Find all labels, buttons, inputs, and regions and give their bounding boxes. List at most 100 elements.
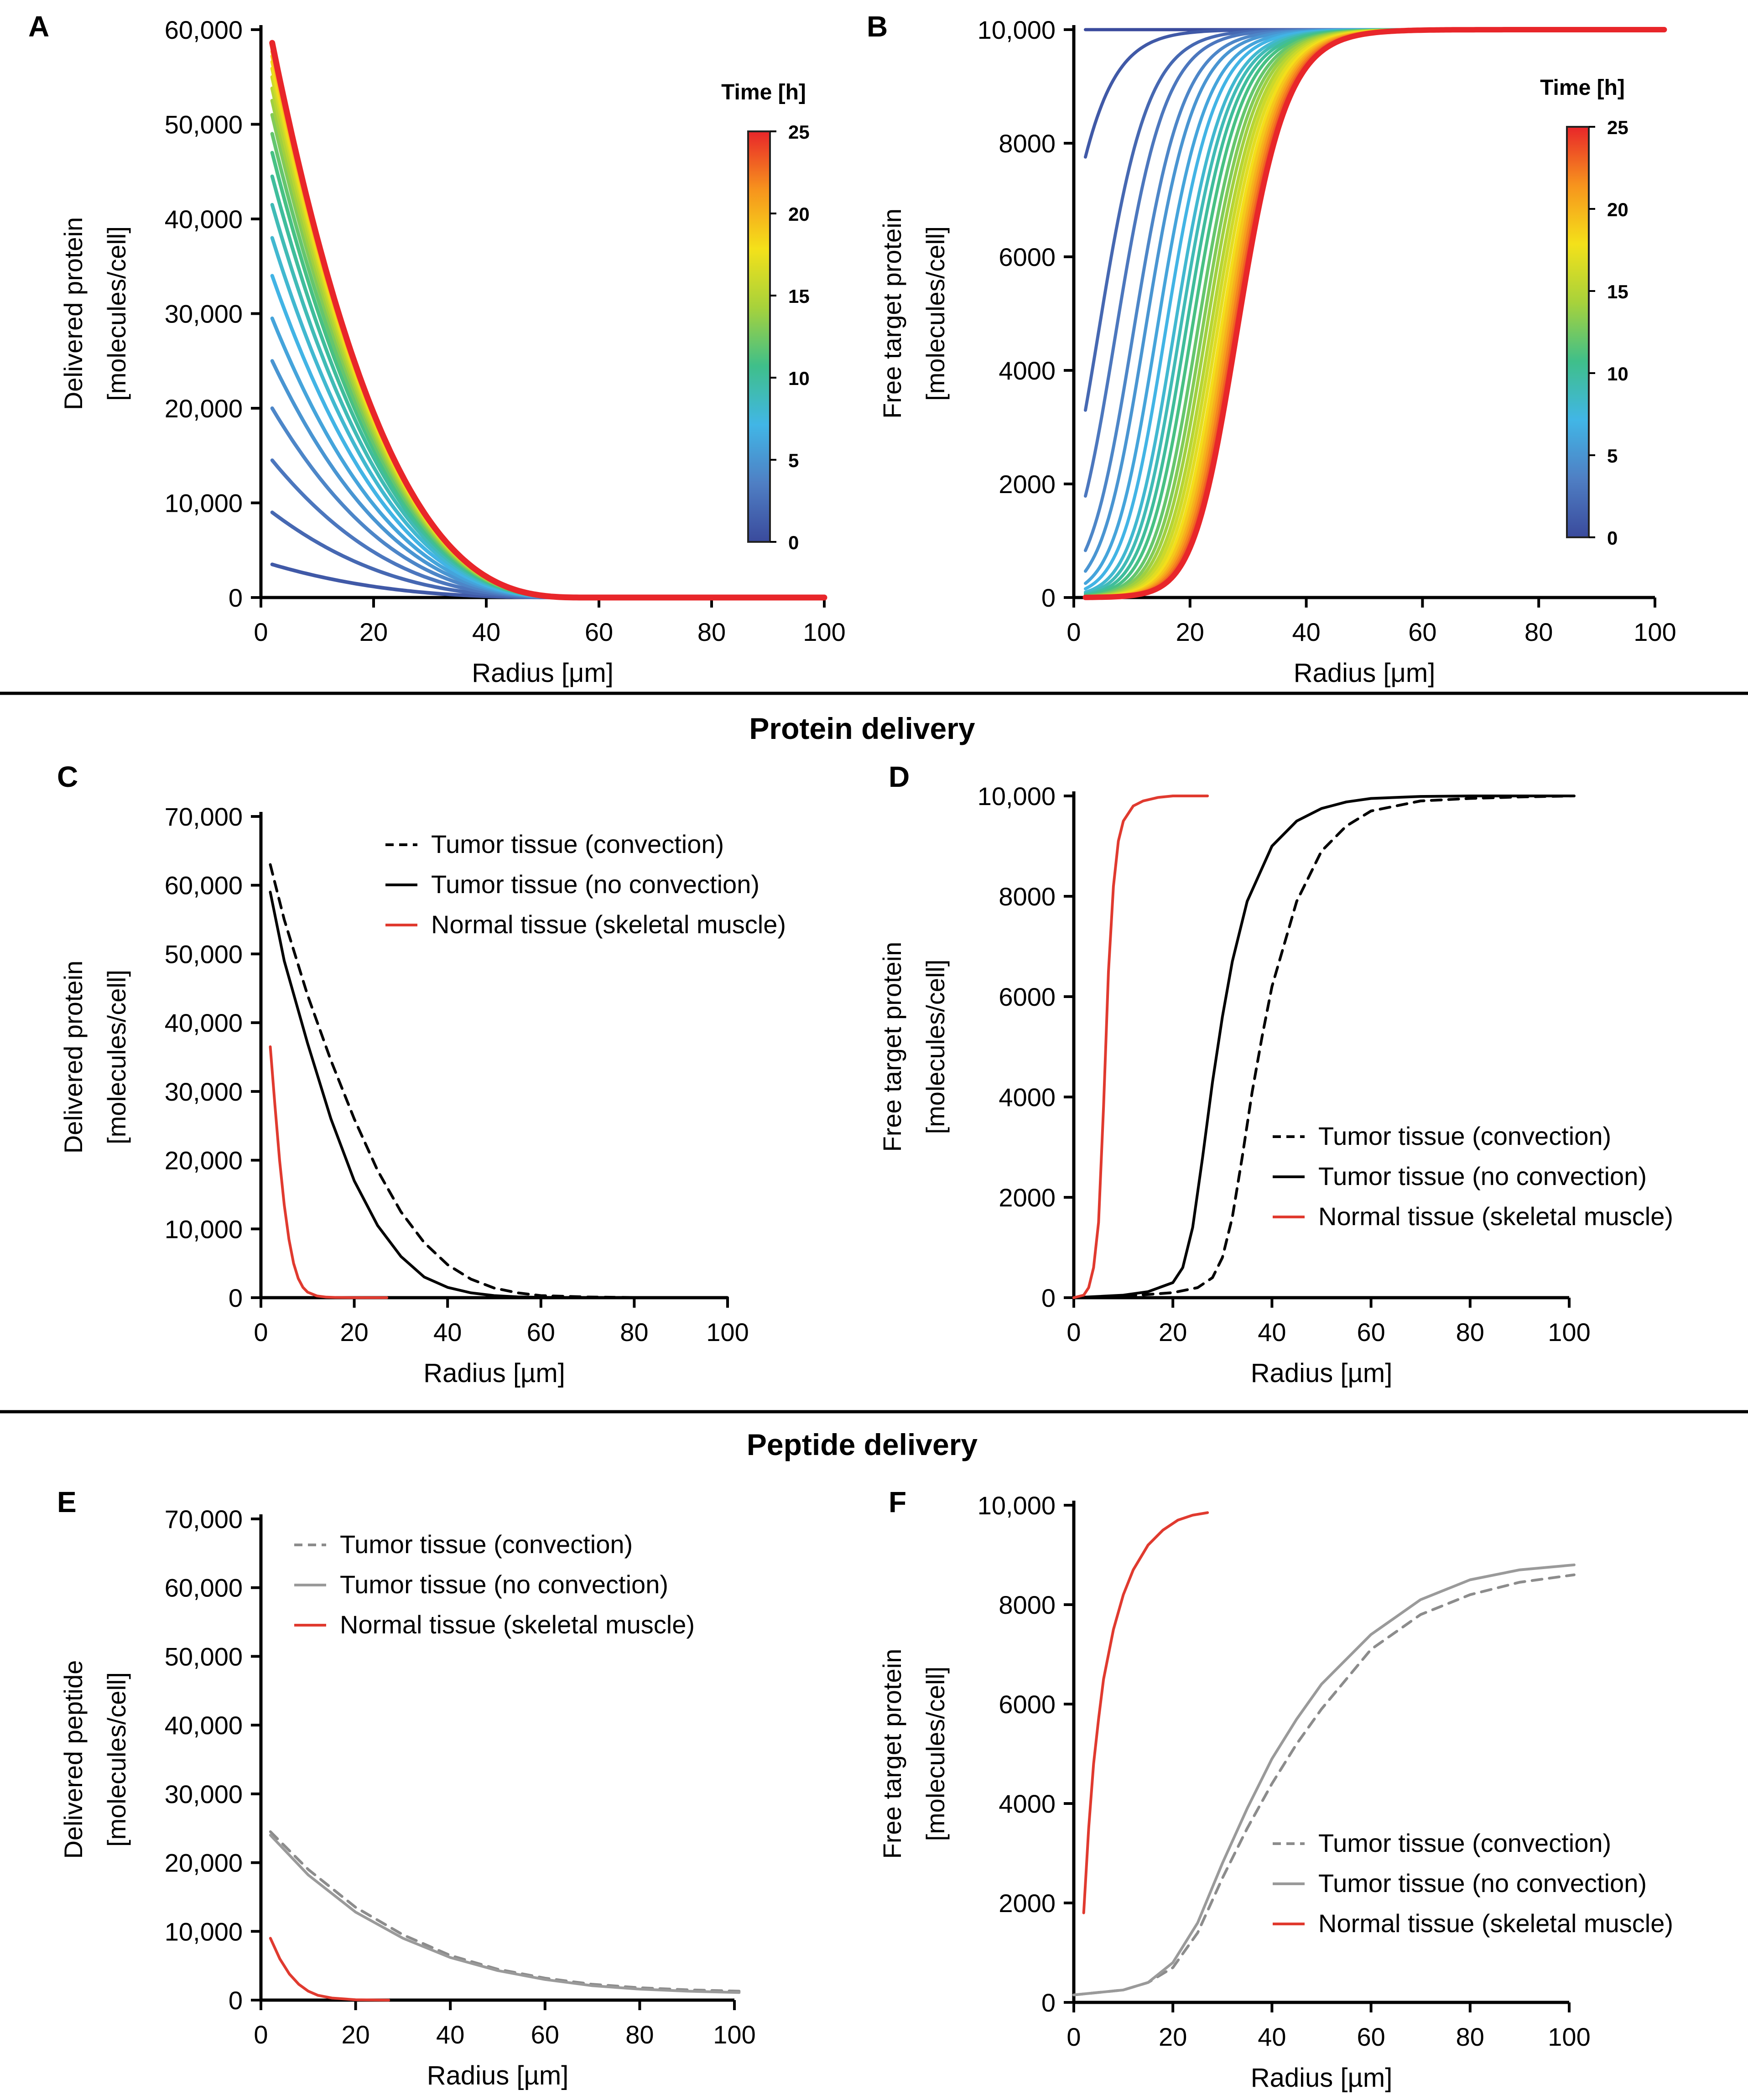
y-axis-title-units: [molecules/cell] <box>102 970 131 1144</box>
x-tick-label: 0 <box>254 2020 268 2049</box>
series-3 <box>1072 795 1209 1299</box>
y-tick-label: 60,000 <box>165 871 243 900</box>
series-2 <box>269 1834 741 1994</box>
y-axis-title-units: [molecules/cell] <box>102 226 131 401</box>
x-tick-label: 40 <box>1258 1318 1286 1346</box>
y-tick-label: 10,000 <box>165 1215 243 1243</box>
y-tick-label: 8000 <box>999 882 1056 911</box>
x-tick-label: 40 <box>433 1318 462 1346</box>
series-2 <box>1072 795 1576 1299</box>
profile-line-t7 <box>270 274 826 599</box>
section-title-protein: Protein delivery <box>749 712 975 745</box>
x-tick-label: 0 <box>1066 1318 1081 1346</box>
colorbar <box>1566 126 1590 538</box>
panel-f: F 0 2000 4000 6000 8000 10,000 0 20 40 60 80 100 Radi… <box>878 1486 1673 2093</box>
y-tick-label: 0 <box>229 1284 243 1312</box>
panel-label: B <box>867 10 888 43</box>
x-axis-title: Radius [µm] <box>423 1358 565 1388</box>
colorbar-tick-label: 15 <box>1607 281 1628 302</box>
panel-label: D <box>889 760 910 793</box>
x-tick-label: 80 <box>1524 618 1553 646</box>
x-tick-label: 60 <box>1357 2022 1385 2051</box>
x-tick-label: 100 <box>1548 1318 1590 1346</box>
y-tick-label: 6000 <box>999 1690 1056 1719</box>
x-tick-label: 60 <box>1408 618 1436 646</box>
y-tick-label: 60,000 <box>165 16 243 44</box>
y-tick-label: 10,000 <box>165 489 243 518</box>
legend-label: Tumor tissue (no convection) <box>1318 1162 1647 1190</box>
colorbar-tick-label: 20 <box>788 203 810 225</box>
y-tick-label: 40,000 <box>165 1711 243 1740</box>
legend-label: Normal tissue (skeletal muscle) <box>340 1610 695 1639</box>
colorbar-tick-label: 5 <box>1607 445 1618 467</box>
x-axis-title: Radius [µm] <box>1251 1358 1393 1388</box>
x-axis-title: Radius [μm] <box>472 658 614 688</box>
y-axis-title: Free target protein <box>878 1649 906 1859</box>
panel-d: D 0 2000 4000 6000 8000 10,000 0 20 40 60 80 100 Radi… <box>878 760 1673 1388</box>
series-line <box>269 1937 390 2001</box>
section-title-peptide: Peptide delivery <box>747 1428 978 1461</box>
colorbar-tick-label: 5 <box>788 450 799 471</box>
y-tick-label: 50,000 <box>165 940 243 968</box>
panel-label: E <box>57 1486 77 1518</box>
x-tick-label: 40 <box>1292 618 1320 646</box>
legend-label: Tumor tissue (convection) <box>1318 1829 1611 1857</box>
y-tick-label: 4000 <box>999 1789 1056 1818</box>
x-tick-label: 60 <box>1357 1318 1385 1346</box>
x-tick-label: 80 <box>620 1318 648 1346</box>
y-axis-title-units: [molecules/cell] <box>921 960 950 1134</box>
x-tick-label: 100 <box>803 618 845 646</box>
y-tick-label: 70,000 <box>165 802 243 831</box>
y-tick-label: 50,000 <box>165 1642 243 1671</box>
legend-label: Normal tissue (skeletal muscle) <box>1318 1202 1673 1231</box>
x-tick-label: 80 <box>1456 2022 1484 2051</box>
legend-label: Tumor tissue (no convection) <box>431 870 760 899</box>
y-tick-label: 0 <box>1041 583 1056 612</box>
x-tick-label: 80 <box>697 618 726 646</box>
y-tick-label: 40,000 <box>165 1008 243 1037</box>
y-axis-title-units: [molecules/cell] <box>921 1667 950 1841</box>
colorbar-tick-label: 25 <box>788 121 810 143</box>
profile-line-t25 <box>1082 27 1667 600</box>
y-axis-title: Delivered protein <box>59 961 88 1154</box>
y-tick-label: 50,000 <box>165 110 243 139</box>
x-tick-label: 100 <box>1634 618 1676 646</box>
profile-line-t15 <box>270 86 826 599</box>
legend-label: Tumor tissue (convection) <box>431 830 724 858</box>
x-axis-title: Radius [µm] <box>427 2061 569 2090</box>
profile-line-t24 <box>270 42 826 599</box>
colorbar-tick-label: 0 <box>788 532 799 553</box>
colorbar-tick-label: 10 <box>1607 363 1628 385</box>
x-tick-label: 60 <box>531 2020 559 2049</box>
y-tick-label: 20,000 <box>165 1849 243 1877</box>
x-tick-label: 60 <box>527 1318 555 1346</box>
x-tick-label: 20 <box>1176 618 1204 646</box>
y-tick-label: 20,000 <box>165 394 243 423</box>
y-tick-label: 6000 <box>999 982 1056 1011</box>
panel-label: C <box>57 760 78 793</box>
y-tick-label: 0 <box>229 1986 243 2015</box>
panel-label: A <box>28 10 49 43</box>
y-tick-label: 20,000 <box>165 1146 243 1175</box>
x-tick-label: 20 <box>1159 1318 1187 1346</box>
panel-e: E 0 10,000 20,000 30,000 40,000 50,000 60,000 70… <box>57 1486 756 2090</box>
profile-line-t1 <box>270 562 826 599</box>
x-tick-label: 60 <box>585 618 613 646</box>
profile-line-t22 <box>270 45 826 599</box>
x-tick-label: 100 <box>706 1318 749 1346</box>
legend-label: Tumor tissue (no convection) <box>340 1570 668 1599</box>
profile-line-t14 <box>270 99 826 599</box>
series-line <box>269 1045 389 1299</box>
profile-line-t23 <box>270 43 826 599</box>
colorbar-tick-label: 25 <box>1607 117 1628 138</box>
series-line <box>269 1834 741 1994</box>
y-axis-title: Delivered protein <box>59 217 88 410</box>
panel-a: A 0 10,000 20,000 30,000 40,000 50,000 60,000 0 2… <box>28 10 846 688</box>
series-2 <box>1072 1563 1576 1996</box>
y-tick-label: 0 <box>229 583 243 612</box>
y-tick-label: 30,000 <box>165 1780 243 1809</box>
y-tick-label: 2000 <box>999 470 1056 499</box>
x-tick-label: 40 <box>436 2020 464 2049</box>
x-tick-label: 20 <box>359 618 388 646</box>
